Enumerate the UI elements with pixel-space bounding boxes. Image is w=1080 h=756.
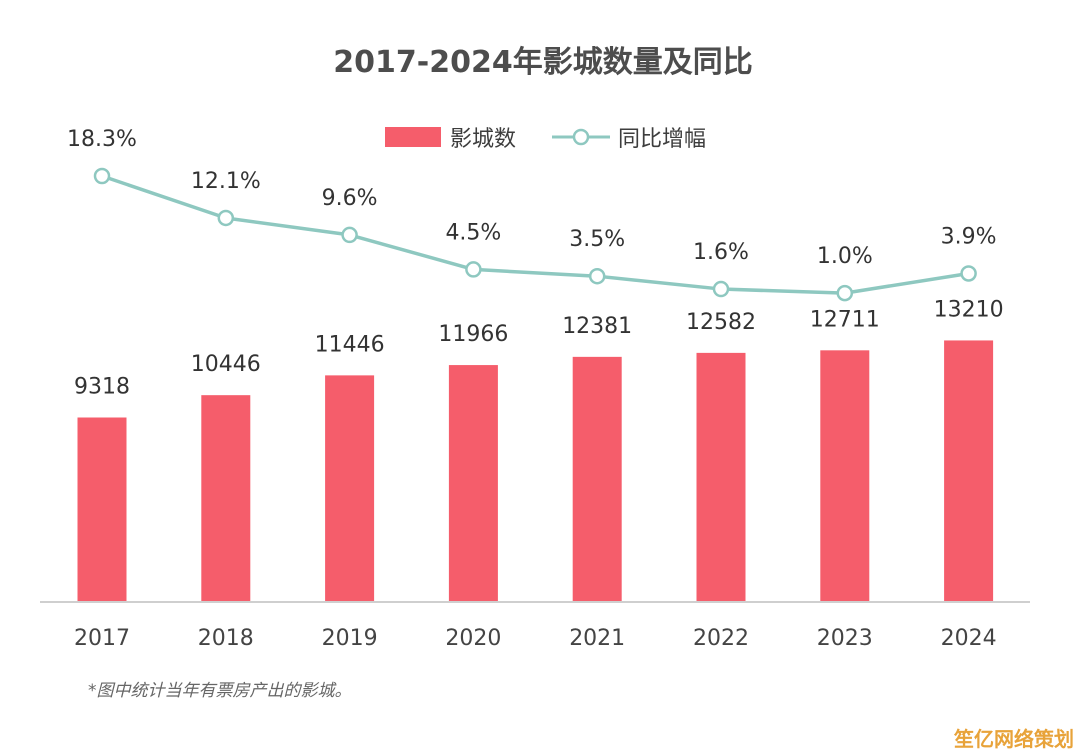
- line-value-labels: 18.3% 12.1% 9.6% 4.5% 3.5% 1.6% 1.0% 3.9%: [67, 127, 996, 269]
- x-tick-2021: 2021: [569, 626, 625, 651]
- bar-label-2024: 13210: [934, 297, 1004, 322]
- bar-2024: [944, 340, 994, 602]
- yoy-label-2018: 12.1%: [191, 169, 261, 194]
- bar-label-2020: 11966: [438, 322, 508, 347]
- bar-2022: [696, 352, 746, 602]
- legend-line-marker: [572, 128, 590, 146]
- yoy-point-2018: [217, 209, 235, 227]
- bar-label-2022: 12582: [686, 310, 756, 335]
- bar-2018: [201, 395, 251, 602]
- x-tick-2018: 2018: [198, 626, 254, 651]
- bar-value-labels: 9318 10446 11446 11966 12381 12582 12711 13210: [74, 297, 1004, 399]
- bar-label-2021: 12381: [562, 314, 632, 339]
- yoy-label-2024: 3.9%: [941, 224, 997, 249]
- legend-line-label: 同比增幅: [618, 127, 706, 152]
- bar-label-2018: 10446: [191, 352, 261, 377]
- yoy-point-2020: [465, 261, 482, 278]
- yoy-line: [101, 174, 969, 295]
- bar-2021: [572, 356, 622, 602]
- bar-series: [77, 340, 994, 602]
- x-tick-2023: 2023: [817, 626, 873, 651]
- legend-bar-swatch: [385, 127, 441, 147]
- bar-2023: [820, 350, 870, 602]
- yoy-point-2022: [712, 280, 730, 298]
- bar-label-2017: 9318: [74, 375, 130, 400]
- yoy-point-2021: [588, 267, 606, 285]
- x-tick-2020: 2020: [445, 626, 501, 651]
- yoy-label-2020: 4.5%: [445, 220, 501, 245]
- yoy-label-2023: 1.0%: [817, 244, 873, 269]
- x-tick-labels: 2017 2018 2019 2020 2021 2022 2023 2024: [74, 626, 997, 651]
- watermark: 笙亿网络策划: [953, 727, 1074, 751]
- yoy-point-2023: [836, 284, 854, 302]
- yoy-label-2022: 1.6%: [693, 240, 749, 265]
- yoy-label-2021: 3.5%: [569, 227, 625, 252]
- bar-label-2023: 12711: [810, 307, 880, 332]
- x-tick-2017: 2017: [74, 626, 130, 651]
- chart-title: 2017-2024年影城数量及同比: [333, 45, 752, 80]
- yoy-label-2019: 9.6%: [322, 186, 378, 211]
- yoy-point-2017: [93, 167, 111, 185]
- bar-2017: [77, 417, 127, 602]
- bar-2020: [448, 365, 498, 602]
- line-series: [93, 167, 977, 302]
- footnote: *图中统计当年有票房产出的影城。: [88, 681, 352, 701]
- bar-label-2019: 11446: [315, 332, 385, 357]
- bar-2019: [325, 375, 375, 602]
- x-tick-2022: 2022: [693, 626, 749, 651]
- x-tick-2019: 2019: [322, 626, 378, 651]
- yoy-label-2017: 18.3%: [67, 127, 137, 152]
- x-tick-2024: 2024: [941, 626, 997, 651]
- yoy-point-2019: [341, 226, 358, 244]
- legend: 影城数 同比增幅: [385, 127, 706, 152]
- legend-bar-label: 影城数: [450, 127, 516, 152]
- yoy-point-2024: [960, 265, 977, 282]
